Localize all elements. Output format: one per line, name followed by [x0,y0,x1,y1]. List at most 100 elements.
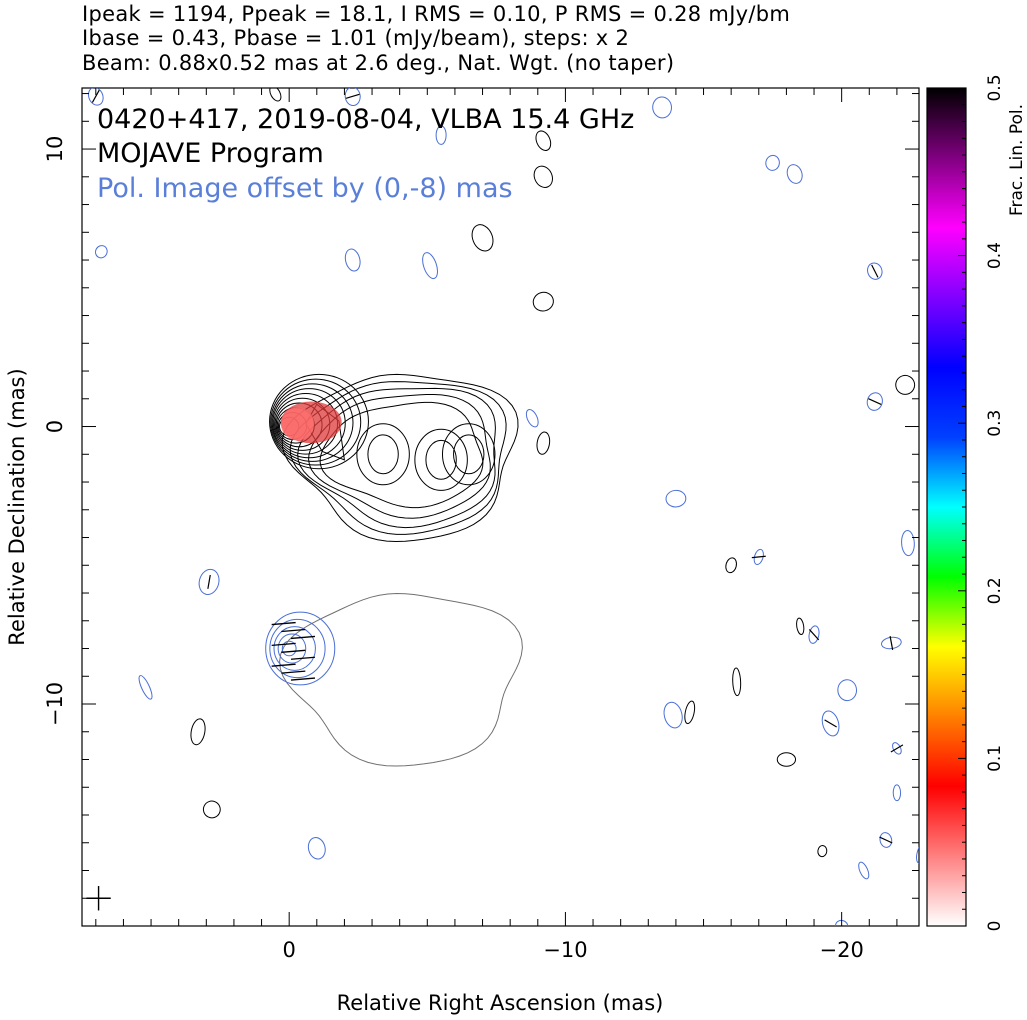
evpa-tick [890,744,904,753]
noise-contour [684,700,696,725]
x-axis-label: Relative Right Ascension (mas) [337,991,664,1015]
noise-contour [879,832,893,848]
noise-contour [471,224,494,252]
evpa-tick [868,398,882,406]
noise-contour [344,248,361,272]
evpa-tick [281,649,306,653]
jet-contour [308,394,491,519]
header-line-1: Ipeak = 1194, Ppeak = 18.1, I RMS = 0.10… [82,2,791,26]
noise-contour [525,409,539,428]
evpa-tick [345,93,360,99]
evpa-tick [271,642,296,647]
beam-marker [86,886,111,911]
x-tick-label-0: 0 [282,938,295,962]
evpa-tick [290,677,316,681]
jet-component-contour [425,439,457,480]
noise-contour [732,667,742,697]
noise-contour [808,625,820,644]
pol-contour [265,611,336,686]
evpa-tick [871,264,879,278]
core-contour [270,378,362,466]
evpa-tick [879,836,893,844]
source-annotation: 0420+417, 2019-08-04, VLBA 15.4 GHz [97,104,634,135]
x-tick-label-2: −20 [819,938,863,962]
evpa-tick [91,89,100,103]
colorbar [926,87,967,927]
program-annotation: MOJAVE Program [97,138,324,169]
colorbar-tick-label-3: 0.3 [985,410,1005,437]
stokes-i-contours [269,373,519,543]
noise-contour [435,125,447,145]
noise-contour [837,679,858,702]
noise-contour [198,568,220,595]
noise-contour [817,845,828,858]
noise-contour [532,291,554,312]
pol-contour [273,626,316,671]
noise-contour [725,557,737,574]
noise-contour [533,165,553,188]
noise-contour [202,800,221,819]
evpa-tick [824,719,837,728]
noise-contour [892,784,902,802]
noise-contour [753,548,764,566]
noise-contour [95,245,108,259]
noise-contour [652,96,672,119]
jet-component-contour [453,434,485,475]
noise-contour [422,252,438,280]
colorbar-tick-label-0: 0 [985,921,1005,932]
polarization-image [265,592,523,767]
noise-contour [776,752,797,767]
noise-contour [536,431,551,455]
noise-contour [307,837,326,860]
jet-component-contour [356,423,410,486]
y-axis-label: Relative Declination (mas) [5,368,29,645]
noise-contour [663,701,683,729]
offset-annotation: Pol. Image offset by (0,-8) mas [97,173,513,204]
pol-contour [281,640,297,657]
jet-component-contour [367,434,399,475]
noise-contour [138,675,153,700]
header-line-2: Ibase = 0.43, Pbase = 1.01 (mJy/beam), s… [82,26,630,50]
evpa-tick [271,663,296,667]
noise-contour [786,164,803,184]
x-tick-label-1: −10 [543,938,587,962]
noise-contour [835,919,849,926]
noise-contour [190,718,206,746]
noise-contour [269,88,282,102]
core-pol-fill [280,407,315,441]
jet-component-contour [441,423,496,486]
noise-contour [916,837,919,865]
noise-contour [535,130,552,151]
noise-contour [895,374,916,395]
core-contour [269,373,369,470]
noise-contour [765,154,780,171]
pol-contour [277,633,307,664]
y-tick-label-2: −10 [43,682,67,726]
evpa-tick [281,628,306,633]
offset-i-contour [279,592,523,767]
evpa-tick [290,656,316,660]
noise-contours [87,88,919,926]
evpa-tick [808,629,820,641]
noise-contour [796,617,805,635]
axis-ticks [82,88,919,927]
header-line-3: Beam: 0.88x0.52 mas at 2.6 deg., Nat. Wg… [82,51,675,75]
y-tick-label-0: 10 [43,136,67,163]
noise-contour [87,88,104,106]
pol-contour [269,618,326,679]
evpa-tick [207,574,211,589]
evpa-tick [889,635,894,650]
colorbar-tick-label-4: 0.4 [985,242,1005,269]
core-contour [271,383,354,462]
noise-contour [901,530,915,557]
colorbar-tick-label-1: 0.1 [985,745,1005,772]
evpa-tick [290,635,316,640]
jet-contour [297,387,496,529]
plot-frame [81,87,920,927]
noise-contour [344,88,361,107]
evpa-tick [751,555,766,559]
jet-contour [319,401,484,509]
evpa-tick [271,621,296,626]
noise-contour [867,262,883,280]
